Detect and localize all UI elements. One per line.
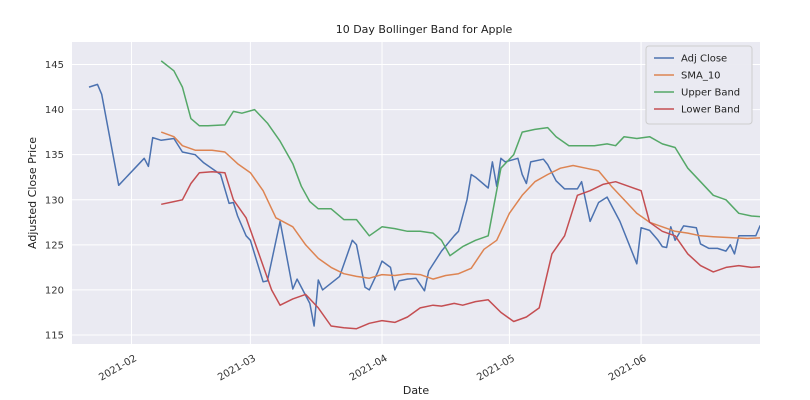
series-line-upper-band bbox=[160, 60, 760, 257]
y-tick-label: 125 bbox=[45, 240, 64, 251]
chart-title: 10 Day Bollinger Band for Apple bbox=[336, 23, 513, 36]
legend-label-lower-band: Lower Band bbox=[681, 105, 740, 116]
y-tick-label: 130 bbox=[45, 195, 64, 206]
legend-box bbox=[645, 45, 753, 125]
legend-label-upper-band: Upper Band bbox=[681, 88, 740, 99]
y-tick-label: 145 bbox=[45, 60, 64, 71]
series-line-sma-10 bbox=[160, 131, 760, 280]
y-tick-label: 115 bbox=[45, 330, 64, 341]
series-layer bbox=[88, 60, 760, 330]
y-tick-label: 120 bbox=[45, 285, 64, 296]
series-line-adj-close bbox=[88, 83, 760, 327]
y-tick-label: 135 bbox=[45, 150, 64, 161]
legend-label-adj-close: Adj Close bbox=[681, 54, 727, 65]
legend: Adj Close SMA_10 Upper Band Lower Band bbox=[645, 45, 753, 125]
legend-label-sma-10: SMA_10 bbox=[681, 71, 721, 82]
series-line-lower-band bbox=[161, 171, 760, 330]
y-axis-label: Adjusted Close Price bbox=[26, 137, 39, 249]
y-tick-label: 140 bbox=[45, 105, 64, 116]
x-axis-label: Date bbox=[403, 384, 430, 397]
